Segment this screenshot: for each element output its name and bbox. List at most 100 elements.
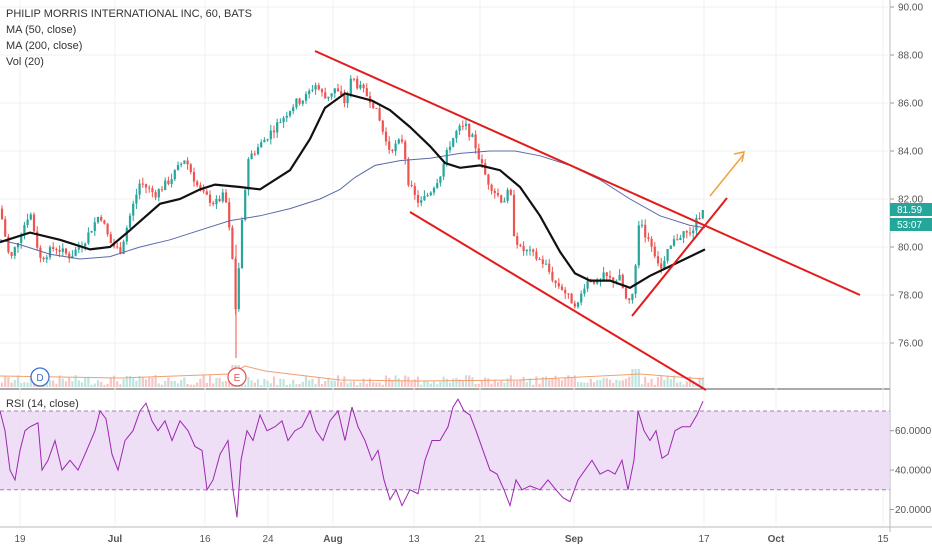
candle-body bbox=[500, 195, 503, 203]
candle-body bbox=[506, 189, 509, 201]
volume-bar bbox=[560, 380, 564, 387]
candle-body bbox=[384, 131, 388, 142]
candle-body bbox=[592, 281, 596, 284]
volume-bar bbox=[29, 377, 32, 387]
candle-body bbox=[333, 88, 336, 94]
y-tick-label: 80.00 bbox=[898, 243, 923, 254]
volume-bar bbox=[557, 378, 560, 387]
volume-bar bbox=[26, 382, 29, 387]
volume-bar bbox=[269, 383, 272, 387]
volume-bar bbox=[650, 378, 653, 387]
earnings-marker[interactable]: E bbox=[227, 367, 247, 387]
volume-bar bbox=[692, 380, 695, 387]
candle-body bbox=[154, 192, 157, 198]
volume-bar bbox=[372, 382, 375, 387]
candle-body bbox=[416, 194, 420, 203]
rsi-line bbox=[0, 398, 704, 518]
volume-bar bbox=[212, 383, 215, 387]
countdown-tag bbox=[890, 218, 932, 231]
candle-body bbox=[445, 149, 448, 164]
volume-bar bbox=[106, 383, 109, 387]
volume-bar bbox=[615, 379, 618, 387]
volume-bar bbox=[93, 383, 96, 387]
dividend-marker[interactable]: D bbox=[30, 367, 50, 387]
candle-body bbox=[10, 252, 13, 256]
volume-bar bbox=[13, 380, 16, 387]
volume-bar bbox=[7, 377, 10, 387]
volume-bar bbox=[250, 380, 253, 387]
volume-bar bbox=[100, 382, 103, 387]
candle-body bbox=[295, 98, 298, 108]
candle-body bbox=[650, 238, 653, 247]
volume-bar bbox=[170, 381, 173, 387]
candle-body bbox=[544, 263, 548, 265]
volume-bar bbox=[64, 381, 68, 387]
candle-body bbox=[356, 78, 359, 89]
candle-body bbox=[637, 225, 640, 266]
volume-bar bbox=[410, 381, 413, 387]
candle-body bbox=[484, 163, 487, 175]
volume-bar bbox=[586, 382, 589, 387]
volume-bar bbox=[503, 382, 506, 387]
volume-bar bbox=[522, 377, 525, 387]
candle-body bbox=[580, 293, 583, 303]
volume-bar bbox=[596, 380, 599, 387]
candle-body bbox=[538, 258, 541, 260]
candle-body bbox=[586, 280, 589, 289]
candle-body bbox=[269, 130, 272, 140]
volume-bar bbox=[346, 383, 349, 387]
candle-body bbox=[96, 216, 100, 223]
candle-body bbox=[77, 247, 80, 250]
candle-body bbox=[551, 271, 554, 281]
volume-bar bbox=[247, 376, 250, 387]
candle-body bbox=[349, 78, 352, 94]
candle-body bbox=[180, 163, 183, 165]
volume-bar bbox=[480, 380, 484, 387]
x-tick-label: Jul bbox=[108, 534, 123, 545]
candle-body bbox=[272, 130, 276, 133]
candle-body bbox=[148, 187, 151, 189]
candle-body bbox=[516, 236, 519, 245]
volume-bar bbox=[538, 383, 541, 387]
y-tick-label: 84.00 bbox=[898, 147, 923, 158]
candle-body bbox=[672, 239, 676, 246]
volume-bar bbox=[532, 384, 535, 387]
candle-body bbox=[509, 189, 512, 195]
candle-body bbox=[442, 163, 445, 177]
volume-bar bbox=[68, 377, 71, 387]
candle-body bbox=[87, 232, 90, 244]
candle-body bbox=[452, 138, 455, 147]
candle-body bbox=[48, 247, 52, 258]
volume-bar bbox=[320, 383, 324, 387]
candle-body bbox=[164, 180, 167, 190]
candle-body bbox=[157, 189, 160, 198]
volume-bar bbox=[256, 379, 260, 387]
volume-bar bbox=[154, 375, 157, 387]
candle-body bbox=[32, 214, 36, 232]
volume-bar bbox=[452, 378, 455, 387]
candle-body bbox=[26, 219, 29, 226]
volume-bar bbox=[160, 384, 164, 387]
candle-body bbox=[477, 148, 480, 160]
volume-bar bbox=[420, 384, 423, 387]
candle-body bbox=[359, 84, 362, 89]
volume-bar bbox=[167, 377, 170, 387]
candle-body bbox=[381, 120, 384, 132]
candle-body bbox=[375, 107, 378, 109]
candle-body bbox=[535, 251, 538, 259]
volume-bar bbox=[84, 378, 87, 387]
candle-body bbox=[276, 122, 279, 133]
candle-body bbox=[605, 272, 608, 277]
volume-bar bbox=[628, 376, 631, 387]
volume-bar bbox=[112, 375, 116, 387]
volume-bar bbox=[365, 383, 368, 387]
volume-bar bbox=[484, 377, 487, 387]
volume-bar bbox=[340, 381, 343, 387]
candle-body bbox=[570, 293, 573, 304]
candle-body bbox=[656, 256, 660, 264]
candle-body bbox=[525, 249, 528, 252]
volume-bar bbox=[96, 380, 100, 387]
candle-body bbox=[266, 139, 269, 141]
candle-body bbox=[432, 187, 436, 193]
